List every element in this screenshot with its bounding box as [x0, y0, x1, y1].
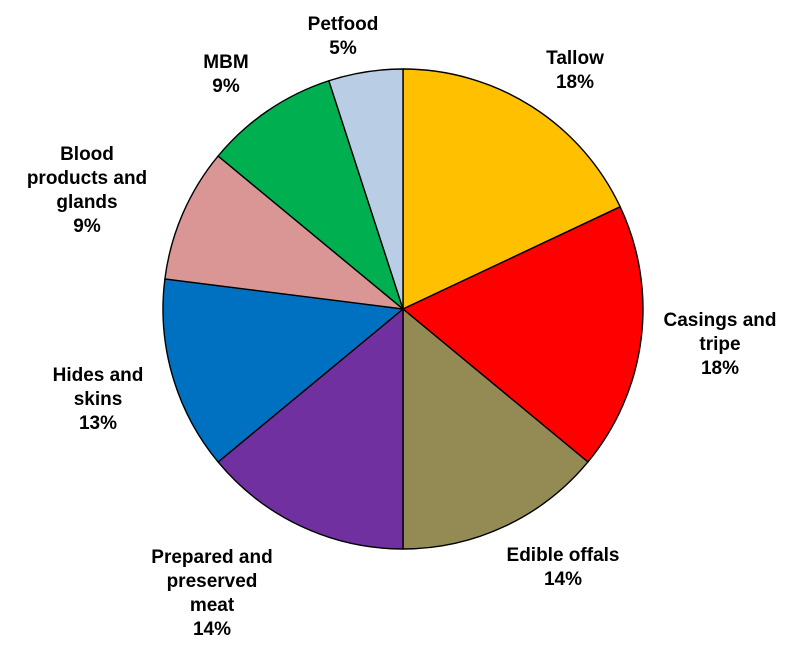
pie-slice-mbm: [217, 80, 404, 310]
slice-label-line: glands: [56, 192, 117, 213]
slice-percent: 9%: [212, 76, 240, 97]
slice-percent: 9%: [73, 216, 101, 237]
pie-slices: [162, 68, 644, 550]
slice-percent: 5%: [329, 38, 357, 59]
slice-percent: 18%: [556, 72, 594, 93]
pie-slice-hides-and-skins: [162, 278, 404, 463]
slice-percent: 14%: [544, 569, 582, 590]
slice-percent: 18%: [701, 358, 739, 379]
slice-label-line: skins: [74, 389, 123, 410]
slice-label-mbm: MBM 9%: [203, 52, 248, 97]
slice-percent: 14%: [193, 619, 231, 640]
slice-label-hides-and-skins: Hides and skins 13%: [53, 365, 144, 434]
pie-slice-petfood: [328, 68, 404, 310]
pie-slice-prepared-and-preserved-meat: [217, 308, 404, 550]
slice-label-line: Petfood: [308, 14, 379, 35]
slice-label-line: Hides and: [53, 365, 144, 386]
slice-label-line: preserved: [167, 571, 258, 592]
slice-label-petfood: Petfood 5%: [308, 14, 379, 59]
slice-label-line: tripe: [699, 334, 740, 355]
slice-label-line: Prepared and: [151, 547, 272, 568]
slice-label-line: Edible offals: [507, 545, 620, 566]
slice-percent: 13%: [79, 413, 117, 434]
slice-label-edible-offals: Edible offals 14%: [507, 545, 620, 590]
slice-label-blood-products-and-glands: Blood products and glands 9%: [27, 144, 147, 237]
slice-label-tallow: Tallow 18%: [546, 48, 604, 93]
slice-label-line: Tallow: [546, 48, 604, 69]
slice-label-line: MBM: [203, 52, 248, 73]
pie-slice-casings-and-tripe: [402, 206, 644, 463]
slice-label-line: Blood: [60, 144, 114, 165]
slice-label-casings-and-tripe: Casings and tripe 18%: [664, 310, 777, 379]
slice-label-line: products and: [27, 168, 147, 189]
slice-label-prepared-and-preserved-meat: Prepared and preserved meat 14%: [151, 547, 272, 640]
pie-slice-blood-products-and-glands: [164, 155, 404, 310]
slice-label-line: meat: [190, 595, 235, 616]
pie-labels: Tallow 18% Casings and tripe 18% Edible offal…: [27, 14, 777, 640]
pie-slice-edible-offals: [402, 308, 589, 550]
slice-label-line: Casings and: [664, 310, 777, 331]
pie-slice-tallow: [402, 68, 621, 310]
